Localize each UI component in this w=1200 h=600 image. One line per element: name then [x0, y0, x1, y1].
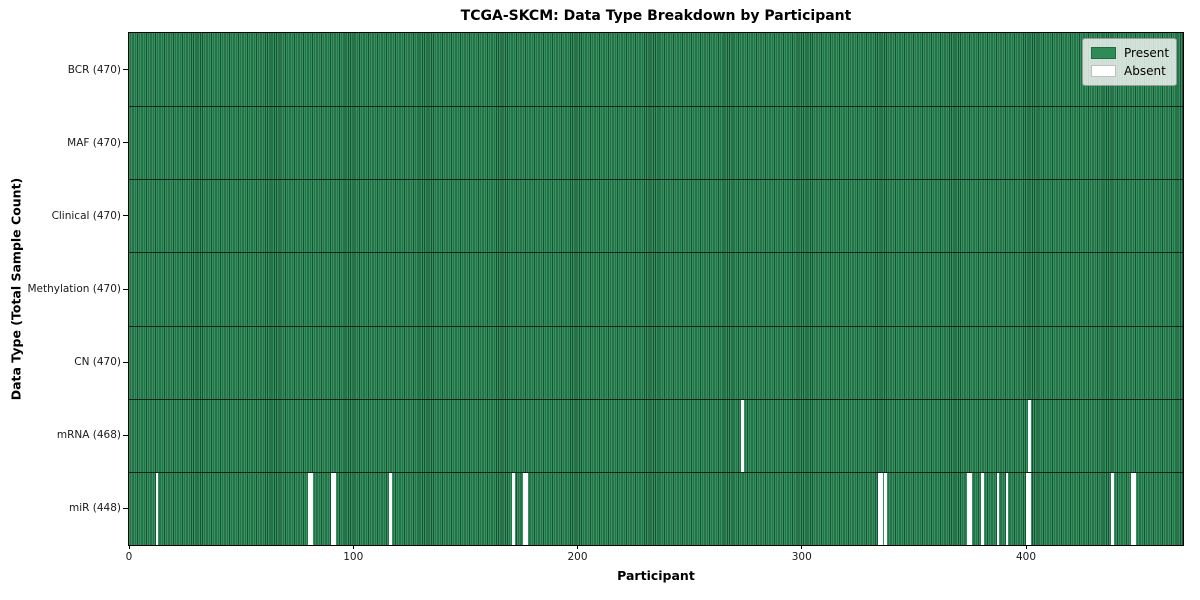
heatmap-row-bcr [129, 33, 1183, 106]
x-tick-label-0: 0 [125, 551, 133, 563]
absent-stripe [877, 472, 881, 545]
absent-stripe [525, 472, 529, 545]
absent-stripe [980, 472, 984, 545]
chart-title: TCGA-SKCM: Data Type Breakdown by Partic… [460, 8, 852, 24]
heatmap-row-methylation [129, 252, 1183, 325]
x-tick-mark [128, 545, 130, 549]
absent-stripe [155, 472, 159, 545]
absent-stripe [330, 472, 334, 545]
x-tick-mark [577, 545, 578, 549]
absent-stripe [512, 472, 515, 545]
absent-stripe [740, 399, 744, 472]
y-tick-label-mrna: mRNA (468) [56, 429, 121, 442]
x-tick-label-100: 100 [343, 551, 364, 563]
x-tick-label-400: 400 [1015, 551, 1037, 563]
x-tick-label-200: 200 [567, 551, 588, 563]
legend-swatch-absent-icon [1091, 65, 1116, 77]
heatmap-row-clinical [129, 179, 1183, 252]
legend-label-absent: Absent [1124, 64, 1166, 78]
y-tick-label-mir: miR (448) [68, 502, 121, 515]
absent-stripe [1131, 472, 1134, 545]
legend-label-present: Present [1124, 46, 1170, 60]
absent-stripe [1110, 472, 1114, 545]
legend-swatch-present-icon [1091, 47, 1116, 59]
y-tick-mark [123, 288, 128, 290]
absent-stripe [1027, 472, 1031, 545]
absent-stripe [996, 472, 1000, 545]
heatmap-row-mir [129, 471, 1183, 545]
absent-stripe [884, 472, 888, 545]
absent-stripe [1027, 399, 1031, 472]
y-tick-label-bcr: BCR (470) [67, 63, 121, 76]
absent-stripe [1005, 472, 1009, 545]
legend-entry-present: Present [1091, 45, 1170, 61]
absent-stripe [332, 472, 336, 545]
absent-stripe [388, 472, 392, 545]
heatmap-row-cn [129, 325, 1183, 399]
x-tick-mark [352, 545, 354, 549]
absent-stripe [523, 472, 527, 545]
y-tick-label-clinical: Clinical (470) [51, 209, 121, 222]
heatmap-row-maf [129, 106, 1183, 179]
absent-stripe [969, 472, 973, 545]
absent-stripe [879, 472, 883, 545]
heatmap-plot [128, 32, 1184, 546]
y-tick-mark [123, 142, 128, 144]
absent-stripe [1025, 472, 1029, 545]
x-tick-mark [801, 545, 803, 549]
x-axis-title: Participant [617, 568, 695, 583]
y-tick-mark [123, 434, 128, 436]
absent-stripe [1133, 472, 1137, 545]
y-tick-mark [123, 507, 128, 509]
y-tick-label-cn: CN (470) [74, 356, 121, 369]
y-tick-mark [123, 215, 128, 217]
legend-entry-absent: Absent [1091, 63, 1168, 79]
heatmap-row-mrna [129, 398, 1183, 472]
absent-stripe [967, 472, 971, 545]
legend: Present Absent [1082, 38, 1177, 86]
y-tick-mark [123, 361, 128, 363]
y-tick-label-maf: MAF (470) [67, 136, 121, 149]
x-tick-mark [1025, 545, 1027, 549]
x-tick-label-300: 300 [791, 551, 812, 563]
absent-stripe [308, 472, 311, 545]
y-tick-label-methylation: Methylation (470) [27, 283, 121, 295]
y-tick-mark [123, 69, 128, 71]
absent-stripe [310, 472, 314, 545]
